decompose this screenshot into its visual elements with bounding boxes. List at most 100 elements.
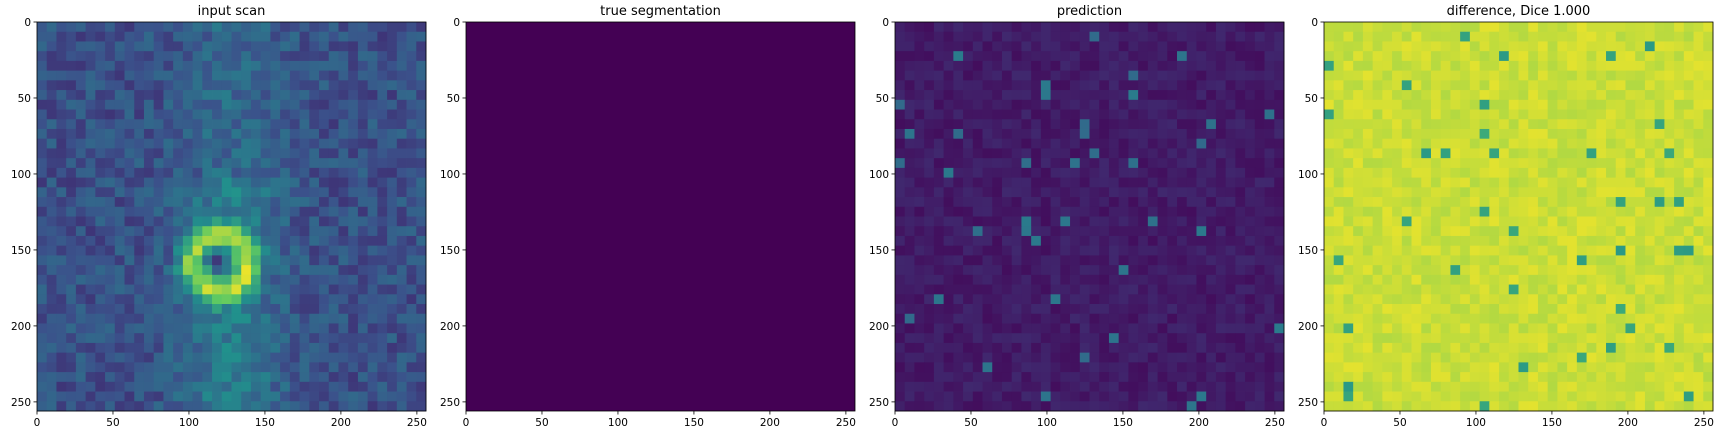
- heatmap-cell: [406, 128, 417, 140]
- heatmap-cell: [1215, 138, 1227, 149]
- heatmap-cell: [1157, 323, 1168, 334]
- heatmap-cell: [396, 177, 407, 188]
- heatmap-cell: [319, 80, 330, 91]
- heatmap-cell: [1186, 381, 1197, 392]
- heatmap-cell: [1430, 177, 1442, 188]
- heatmap-cell: [1206, 51, 1217, 62]
- heatmap-cell: [1333, 362, 1344, 373]
- heatmap-cell: [933, 148, 945, 159]
- heatmap-cell: [192, 99, 203, 110]
- heatmap-cell: [1693, 128, 1704, 140]
- heatmap-cell: [1537, 235, 1549, 247]
- heatmap-cell: [1353, 265, 1364, 276]
- heatmap-cell: [95, 60, 106, 72]
- heatmap-cell: [972, 245, 983, 256]
- heatmap-cell: [924, 245, 935, 256]
- heatmap-cell: [377, 294, 388, 305]
- heatmap-cell: [1177, 226, 1188, 237]
- heatmap-cell: [105, 391, 116, 402]
- heatmap-cell: [1147, 99, 1158, 110]
- heatmap-cell: [1206, 99, 1217, 110]
- heatmap-cell: [1274, 51, 1285, 62]
- heatmap-cell: [1021, 362, 1032, 373]
- heatmap-cell: [221, 226, 232, 237]
- heatmap-cell: [192, 148, 203, 159]
- heatmap-cell: [1186, 51, 1197, 62]
- heatmap-cell: [1615, 304, 1626, 315]
- heatmap-cell: [299, 372, 310, 383]
- heatmap-cell: [1001, 245, 1013, 256]
- heatmap-cell: [1254, 284, 1265, 295]
- heatmap-cell: [250, 284, 262, 295]
- heatmap-cell: [1460, 51, 1471, 62]
- heatmap-cell: [1001, 128, 1013, 140]
- heatmap-cell: [95, 342, 106, 354]
- heatmap-cell: [182, 226, 194, 237]
- heatmap-cell: [406, 352, 417, 363]
- heatmap-cell: [1615, 323, 1626, 334]
- heatmap-cell: [319, 60, 330, 72]
- heatmap-cell: [192, 304, 203, 315]
- heatmap-cell: [943, 381, 954, 392]
- heatmap-cell: [212, 226, 223, 237]
- heatmap-cell: [309, 235, 320, 247]
- heatmap-cell: [221, 51, 232, 62]
- heatmap-cell: [1040, 158, 1052, 169]
- heatmap-cell: [1215, 235, 1227, 247]
- heatmap-cell: [1362, 148, 1374, 159]
- heatmap-cell: [1353, 372, 1364, 383]
- heatmap-cell: [1537, 274, 1549, 285]
- heatmap-cell: [328, 294, 339, 305]
- heatmap-cell: [1186, 284, 1197, 295]
- heatmap-cell: [1586, 158, 1597, 169]
- heatmap-cell: [1693, 60, 1704, 72]
- heatmap-cell: [357, 362, 369, 373]
- heatmap-cell: [173, 342, 184, 354]
- heatmap-cell: [1489, 158, 1500, 169]
- heatmap-cell: [1421, 128, 1432, 140]
- heatmap-cell: [1440, 138, 1451, 149]
- heatmap-cell: [1479, 22, 1490, 33]
- heatmap-cell: [1469, 70, 1481, 81]
- heatmap-cell: [924, 372, 935, 383]
- heatmap-cell: [260, 226, 271, 237]
- heatmap-cell: [1138, 41, 1149, 52]
- heatmap-cell: [153, 313, 164, 324]
- heatmap-cell: [1440, 362, 1451, 373]
- heatmap-cell: [348, 352, 359, 363]
- heatmap-cell: [904, 109, 915, 120]
- heatmap-cell: [134, 216, 145, 227]
- heatmap-cell: [1196, 362, 1207, 373]
- heatmap-cell: [1177, 333, 1188, 344]
- heatmap-cell: [1050, 216, 1061, 227]
- heatmap-cell: [299, 187, 310, 198]
- heatmap-cell: [46, 323, 57, 334]
- heatmap-cell: [1147, 138, 1158, 149]
- heatmap-cell: [1206, 245, 1217, 256]
- heatmap-cell: [143, 90, 155, 101]
- heatmap-cell: [1324, 70, 1335, 81]
- heatmap-cell: [406, 294, 417, 305]
- heatmap-cell: [173, 235, 184, 247]
- heatmap-cell: [1099, 158, 1110, 169]
- heatmap-cell: [1245, 362, 1256, 373]
- heatmap-cell: [1089, 245, 1100, 256]
- heatmap-cell: [1450, 138, 1461, 149]
- heatmap-cell: [1421, 284, 1432, 295]
- heatmap-cell: [1547, 51, 1558, 62]
- heatmap-cell: [1528, 70, 1539, 81]
- heatmap-cell: [221, 313, 232, 324]
- heatmap-cell: [1518, 323, 1529, 334]
- heatmap-cell: [1070, 372, 1081, 383]
- heatmap-cell: [221, 401, 232, 412]
- heatmap-cell: [1392, 206, 1403, 217]
- heatmap-cell: [1499, 333, 1510, 344]
- heatmap-cell: [982, 128, 993, 140]
- heatmap-cell: [1625, 323, 1636, 334]
- heatmap-cell: [1089, 216, 1100, 227]
- heatmap-cell: [992, 362, 1003, 373]
- heatmap-cell: [1167, 245, 1178, 256]
- heatmap-cell: [406, 99, 417, 110]
- heatmap-cell: [37, 109, 48, 120]
- heatmap-cell: [1693, 216, 1704, 227]
